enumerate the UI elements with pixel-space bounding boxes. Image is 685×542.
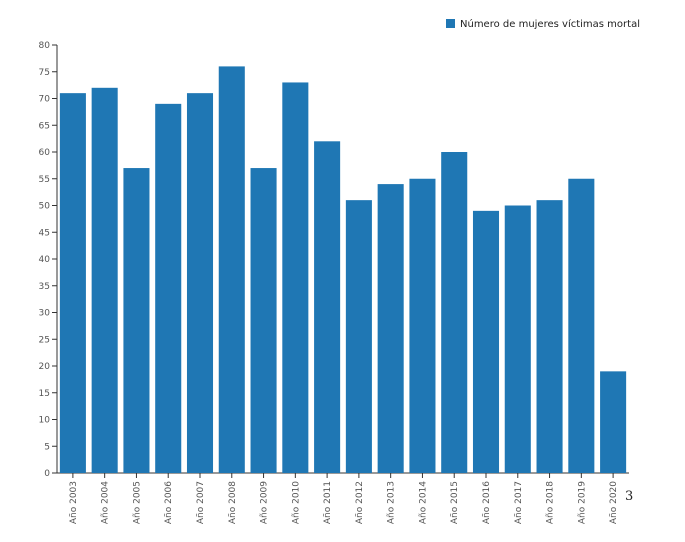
y-tick-label: 60 — [39, 148, 51, 158]
y-tick-label: 50 — [39, 202, 51, 212]
y-tick-label: 45 — [39, 228, 50, 238]
bar — [504, 205, 531, 473]
bar — [186, 93, 214, 474]
y-tick-label: 25 — [39, 335, 50, 345]
bar — [568, 178, 595, 473]
bar — [600, 371, 627, 473]
legend-label: Número de mujeres víctimas mortal — [460, 18, 640, 30]
x-tick-label: Año 2008 — [228, 481, 238, 524]
x-tick-label: Año 2013 — [387, 481, 397, 524]
bar — [218, 66, 245, 474]
legend-swatch — [446, 19, 455, 28]
x-tick-label: Año 2019 — [577, 481, 587, 524]
x-tick-label: Año 2005 — [132, 481, 142, 524]
x-tick-label: Año 2018 — [546, 481, 556, 524]
y-tick-label: 5 — [44, 442, 50, 452]
bar — [536, 200, 563, 473]
y-tick-label: 70 — [39, 95, 51, 105]
y-tick-label: 35 — [39, 282, 50, 292]
y-tick-label: 30 — [39, 309, 51, 319]
legend: Número de mujeres víctimas mortal — [446, 18, 640, 30]
x-tick-label: Año 2014 — [418, 481, 428, 524]
bar — [155, 103, 182, 473]
x-tick-label: Año 2004 — [101, 481, 111, 524]
x-tick-label: Año 2016 — [482, 481, 492, 524]
x-axis: Año 2003 Año 2004 Año 2005 Año 2006 Año 2007… — [57, 472, 629, 524]
stray-text: 3 — [625, 489, 634, 504]
x-tick-label: Año 2006 — [164, 481, 174, 524]
bar — [314, 141, 341, 474]
y-tick-label: 75 — [39, 68, 50, 78]
y-tick-label: 55 — [39, 175, 50, 185]
bar — [123, 168, 150, 474]
y-tick-label: 0 — [44, 469, 50, 479]
bar — [91, 87, 118, 474]
x-tick-label: Año 2017 — [514, 481, 524, 524]
bar — [345, 200, 372, 473]
y-tick-label: 65 — [39, 121, 50, 131]
x-tick-label: Año 2015 — [450, 481, 460, 524]
y-tick-label: 80 — [39, 41, 51, 51]
x-tick-label: Año 2007 — [196, 481, 206, 524]
bar — [282, 82, 309, 473]
y-tick-label: 10 — [39, 416, 51, 426]
x-tick-label: Año 2010 — [291, 481, 301, 524]
bars — [59, 66, 627, 474]
bar — [59, 93, 86, 474]
bar — [441, 152, 468, 473]
y-axis: 0 5 10 15 20 25 30 35 40 45 50 55 60 65 70 75 80 — [39, 41, 58, 479]
bar — [377, 184, 404, 473]
x-tick-label: Año 2012 — [355, 481, 365, 524]
bar — [250, 168, 277, 474]
y-tick-label: 40 — [39, 255, 51, 265]
bar — [409, 178, 436, 473]
x-tick-label: Año 2011 — [323, 481, 333, 524]
x-tick-label: Año 2009 — [260, 481, 270, 524]
x-tick-label: Año 2020 — [609, 481, 619, 524]
bar — [472, 210, 500, 473]
y-tick-label: 15 — [39, 389, 50, 399]
y-tick-label: 20 — [39, 362, 51, 372]
x-tick-label: Año 2003 — [69, 481, 79, 524]
